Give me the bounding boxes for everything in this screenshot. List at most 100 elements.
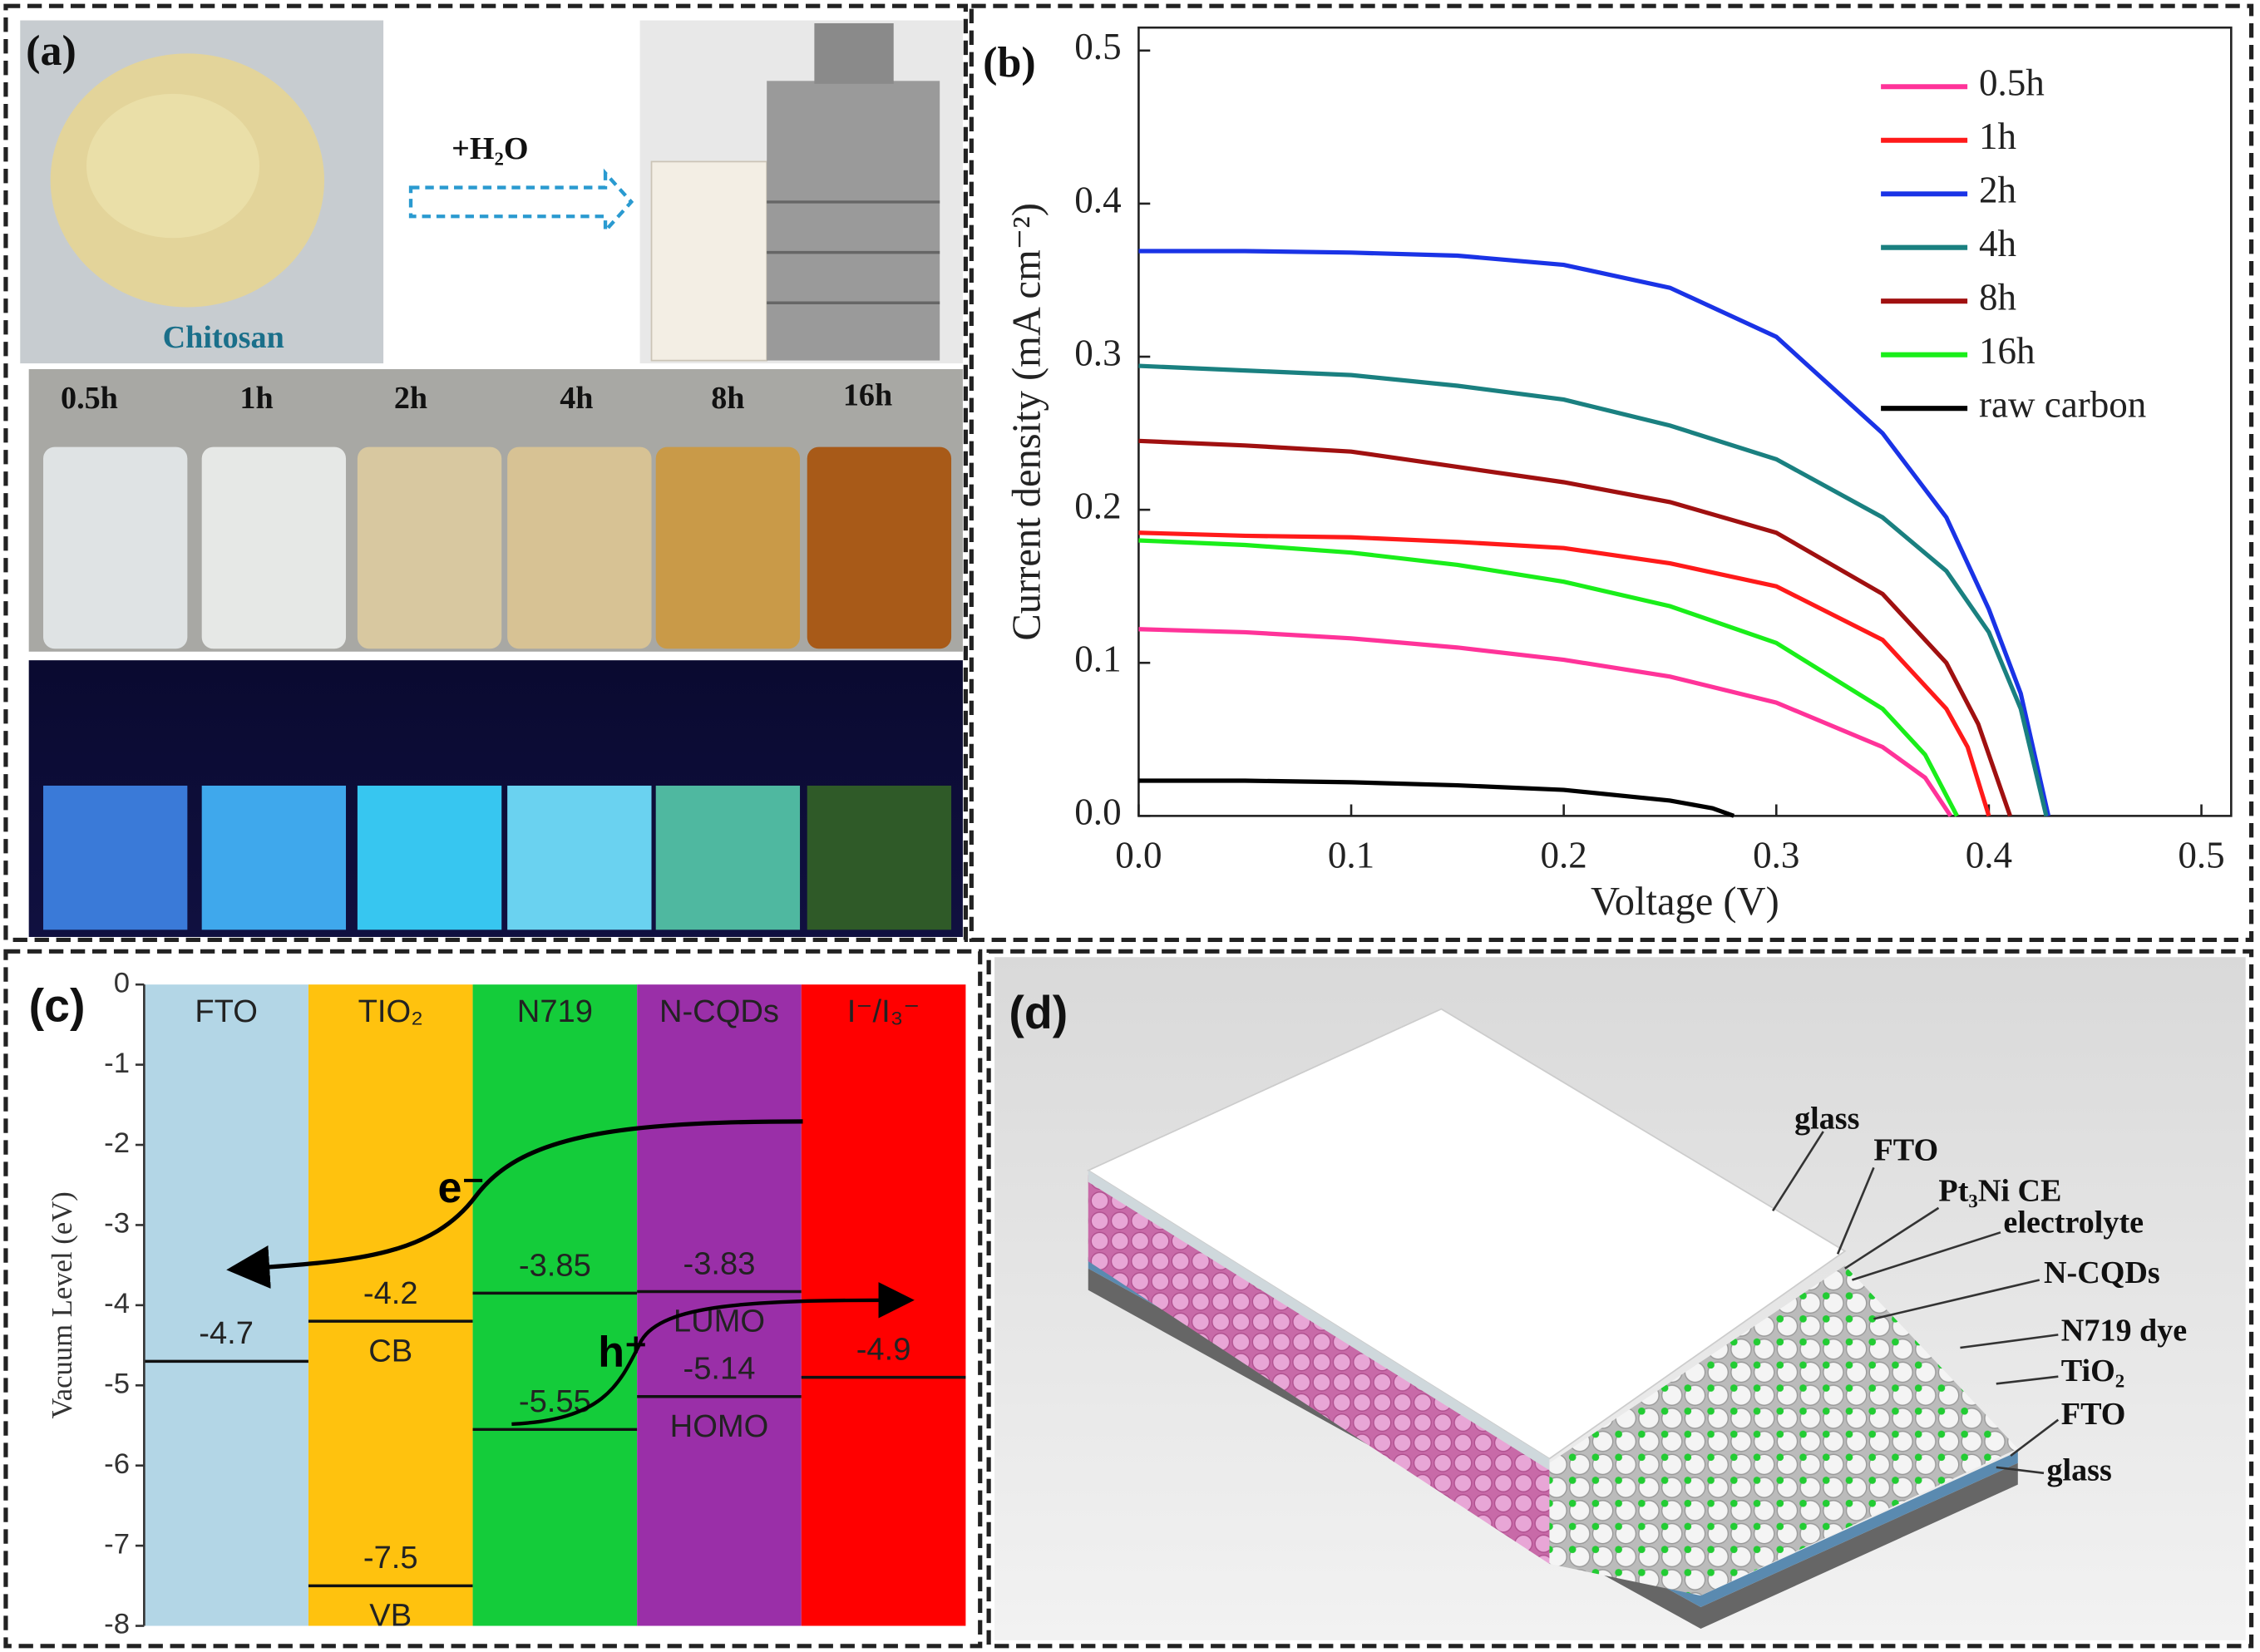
vial-label: 16h [843, 377, 892, 412]
vials [43, 446, 952, 649]
layer-label: glass [1794, 1102, 1859, 1137]
carrier-label: h⁺ [598, 1328, 647, 1376]
y-tick-label: -2 [104, 1127, 130, 1159]
hole-arrow [511, 1282, 915, 1427]
y-axis-label: Current density (mA cm⁻²) [1005, 203, 1049, 641]
material-band [637, 984, 802, 1626]
electrolyte-side [1088, 1174, 1550, 1565]
level-name: HOMO [670, 1408, 769, 1444]
vial-label: 0.5h [61, 381, 118, 416]
active-layer [1549, 1265, 2018, 1596]
plot-frame [1137, 26, 2233, 817]
vial-label: 8h [711, 381, 744, 416]
x-tick-label: 0.4 [1966, 835, 2012, 876]
series-line [1138, 530, 1991, 817]
y-tick-label: 0.2 [1074, 485, 1121, 526]
material-label: FTO [195, 994, 258, 1029]
level-value: -3.85 [519, 1247, 591, 1283]
vial-label: 4h [560, 381, 593, 416]
level-name: LUMO [674, 1304, 765, 1339]
legend-label: 4h [1979, 223, 2016, 264]
layer-label: N719 dye [2061, 1313, 2187, 1348]
material-band [144, 984, 308, 1626]
layer-label: glass [2046, 1453, 2111, 1488]
y-tick-label: -7 [104, 1528, 130, 1560]
material-band [308, 984, 473, 1626]
y-tick-label: -5 [104, 1368, 130, 1399]
layer-label: electrolyte [2003, 1205, 2144, 1240]
process-arrow [408, 168, 634, 236]
series-line [1138, 438, 2012, 817]
panel-d: glass FTO Pt₃Ni CE electrolyte N-CQDs N7… [994, 957, 2246, 1640]
level-value: -4.9 [856, 1332, 911, 1368]
level-value: -7.5 [363, 1540, 418, 1576]
y-tick-label: 0.4 [1074, 179, 1121, 220]
material-label: N719 [517, 994, 593, 1029]
layer-label: TiO₂ [2061, 1354, 2124, 1388]
x-tick-label: 0.1 [1328, 835, 1374, 876]
uv-vials [43, 785, 952, 930]
layer-label: FTO [2061, 1397, 2126, 1432]
x-tick-label: 0.2 [1541, 835, 1587, 876]
top-glass [1086, 1008, 1847, 1460]
panel-label: (a) [26, 27, 76, 75]
x-axis-label: Voltage (V) [1591, 880, 1779, 924]
series-line [1138, 778, 1735, 818]
series-line [1138, 627, 1953, 817]
vial-label: 1h [239, 381, 273, 416]
layer-label: N-CQDs [2044, 1255, 2160, 1290]
series-line [1138, 538, 1959, 817]
arrow-label: +H₂O [452, 131, 528, 166]
y-tick-label: 0.3 [1074, 332, 1121, 373]
y-tick-label: 0.1 [1074, 639, 1121, 680]
electron-arrow [226, 1119, 803, 1289]
material-band [801, 984, 966, 1626]
line-chart: 0.0 0.1 0.2 0.3 0.4 0.5 0.0 0.1 0.2 0.3 0.4 0.5 Volt… [983, 26, 2233, 924]
series-line [1138, 249, 2051, 816]
powder-label: Chitosan [163, 320, 284, 355]
material-label: TIO₂ [358, 994, 423, 1029]
autoclave [767, 81, 940, 361]
legend-label: 2h [1979, 170, 2016, 211]
level-value: -5.14 [683, 1351, 756, 1387]
legend-label: 0.5h [1979, 62, 2045, 104]
level-value: -5.55 [519, 1383, 591, 1419]
layer-label: FTO [1873, 1133, 1938, 1168]
material-label: I⁻/I₃⁻ [847, 994, 920, 1029]
y-tick-label: -6 [104, 1448, 130, 1480]
level-name: VB [369, 1598, 412, 1634]
legend-label: 8h [1979, 277, 2016, 318]
panel-label: (c) [29, 979, 86, 1031]
leader-lines [1772, 1131, 2060, 1475]
y-tick-label: -1 [104, 1048, 130, 1079]
vial-label: 2h [394, 381, 427, 416]
level-value: -4.2 [363, 1275, 418, 1311]
level-value: -3.83 [683, 1245, 756, 1281]
y-tick-label: 0 [114, 967, 130, 999]
y-tick-label: -4 [104, 1288, 130, 1319]
energy-diagram: FTO -4.7 TIO₂ -4.2 CB -7.5 VB N719 -3.85 -5.55 N-C… [29, 967, 966, 1640]
x-tick-label: 0.0 [1115, 835, 1162, 876]
layer-label: Pt₃Ni CE [1938, 1173, 2061, 1208]
legend-label: raw carbon [1979, 383, 2146, 425]
teflon-liner [650, 160, 768, 362]
legend-label: 16h [1979, 330, 2035, 372]
panel-label: (d) [1009, 987, 1068, 1038]
carrier-label: e⁻ [438, 1164, 485, 1212]
x-tick-label: 0.5 [2178, 835, 2224, 876]
top-fto [1088, 1170, 1550, 1471]
level-name: CB [368, 1333, 412, 1368]
x-tick-label: 0.3 [1753, 835, 1799, 876]
series-line [1138, 363, 2049, 816]
level-value: -4.7 [199, 1315, 254, 1351]
y-tick-label: 0.0 [1074, 791, 1121, 833]
y-axis-label: Vacuum Level (eV) [47, 1191, 78, 1418]
material-label: N-CQDs [659, 994, 779, 1029]
panel-a: Chitosan +H₂O 0.5h 1h 2h 4h 8h 16h (a) [20, 20, 963, 937]
legend-label: 1h [1979, 116, 2016, 157]
y-tick-label: -3 [104, 1208, 130, 1240]
y-tick-label: 0.5 [1074, 26, 1121, 67]
material-band [472, 984, 638, 1626]
